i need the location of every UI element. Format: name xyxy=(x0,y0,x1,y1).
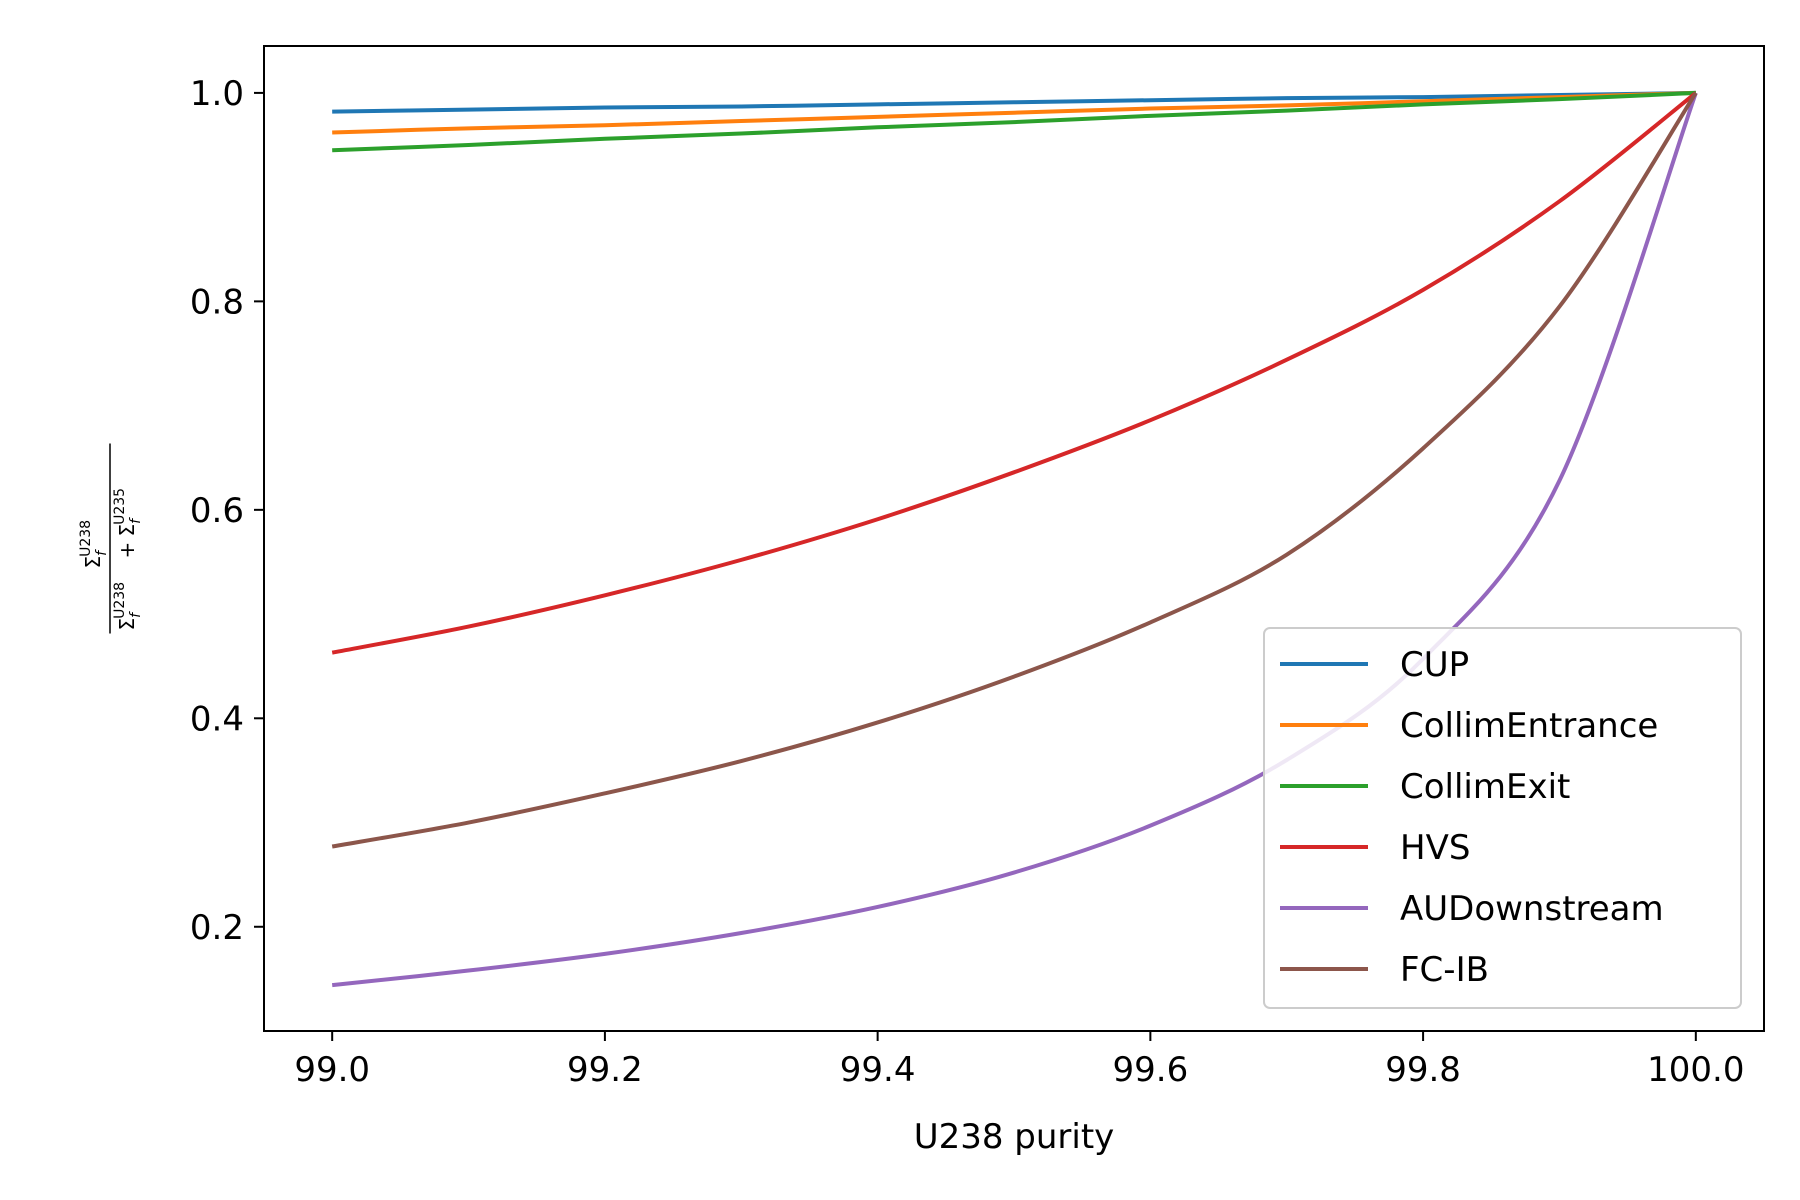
legend-entry-collimexit: CollimExit xyxy=(1280,767,1570,807)
y-label-numerator: ΣfU238 xyxy=(78,520,110,569)
x-tick-label: 99.8 xyxy=(1385,1050,1461,1090)
legend-entry-audownstream: AUDownstream xyxy=(1280,889,1664,929)
y-axis: 0.2 0.4 0.6 0.8 1.0 xyxy=(190,74,264,948)
series-line-cup xyxy=(332,90,1696,114)
legend-entry-collimentrance: CollimEntrance xyxy=(1280,706,1658,746)
series-line-fc-ib xyxy=(331,91,1698,849)
series-layer xyxy=(331,90,1698,988)
series-line-hvs xyxy=(331,91,1698,655)
series-line-audownstream xyxy=(331,92,1698,988)
plot-frame xyxy=(263,45,1765,1032)
x-axis-label: U238 purity xyxy=(914,1117,1115,1157)
y-tick-label: 0.6 xyxy=(190,491,244,531)
svg-text:ΣfU238: ΣfU238 xyxy=(112,582,144,631)
y-tick-label: 1.0 xyxy=(190,74,244,114)
series-line-collimentrance xyxy=(332,90,1696,135)
legend-label: AUDownstream xyxy=(1400,889,1664,929)
legend-label: CollimEntrance xyxy=(1400,706,1658,746)
legend-entry-cup: CUP xyxy=(1280,645,1469,685)
series-line-collimexit xyxy=(332,90,1696,153)
svg-text:ΣfU235: ΣfU235 xyxy=(112,488,144,537)
y-tick-label: 0.8 xyxy=(190,282,244,322)
legend-label: FC-IB xyxy=(1400,950,1489,990)
x-tick-label: 99.0 xyxy=(294,1050,370,1090)
legend-entry-hvs: HVS xyxy=(1280,828,1470,868)
legend: CUP CollimEntrance CollimExit HVS AUDownstre… xyxy=(1263,627,1742,1009)
y-tick-label: 0.4 xyxy=(190,699,244,739)
x-tick-label: 99.6 xyxy=(1113,1050,1189,1090)
legend-box xyxy=(1263,627,1742,1009)
legend-label: HVS xyxy=(1400,828,1470,868)
x-tick-label: 100.0 xyxy=(1647,1050,1744,1090)
x-axis: 99.0 99.2 99.4 99.6 99.8 100.0 xyxy=(294,1031,1744,1090)
svg-text:+: + xyxy=(115,542,139,559)
y-tick-label: 0.2 xyxy=(190,908,244,948)
x-tick-label: 99.2 xyxy=(567,1050,643,1090)
legend-entry-fc-ib: FC-IB xyxy=(1280,950,1489,990)
legend-label: CUP xyxy=(1400,645,1469,685)
legend-label: CollimExit xyxy=(1400,767,1570,807)
x-tick-label: 99.4 xyxy=(840,1050,916,1090)
